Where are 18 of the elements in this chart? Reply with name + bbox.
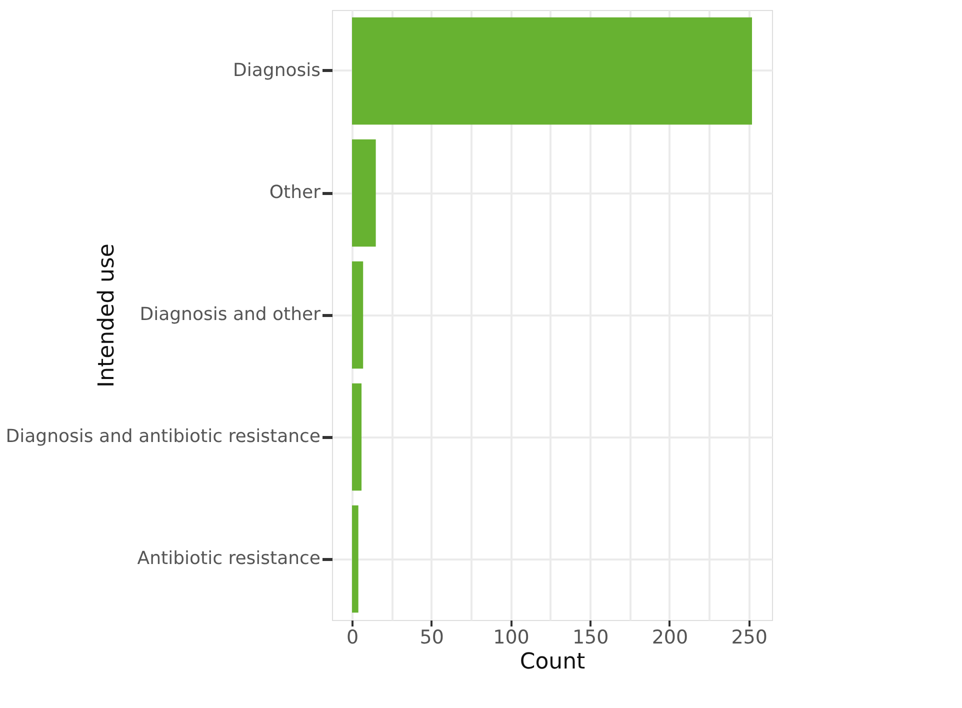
- y-tick-label: Diagnosis and other: [140, 304, 322, 325]
- x-tick-label: 200: [652, 626, 688, 648]
- x-tick-label: 100: [493, 626, 530, 648]
- x-tick-label: 250: [731, 626, 768, 648]
- bar: [352, 17, 752, 125]
- y-tick-label: Other: [269, 182, 322, 203]
- y-tick-label: Diagnosis: [233, 60, 320, 81]
- bar: [352, 139, 376, 247]
- bar: [352, 505, 358, 613]
- y-axis-title: Intended use: [94, 244, 120, 388]
- x-tick-label: 150: [572, 626, 609, 648]
- y-tick-label: Antibiotic resistance: [137, 548, 320, 569]
- bar: [352, 261, 364, 369]
- x-tick-label: 0: [346, 626, 359, 648]
- y-tick-label: Diagnosis and antibiotic resistance: [6, 426, 320, 447]
- x-axis-title: Count: [520, 650, 586, 674]
- x-tick-label: 50: [420, 626, 444, 648]
- bar: [352, 383, 362, 491]
